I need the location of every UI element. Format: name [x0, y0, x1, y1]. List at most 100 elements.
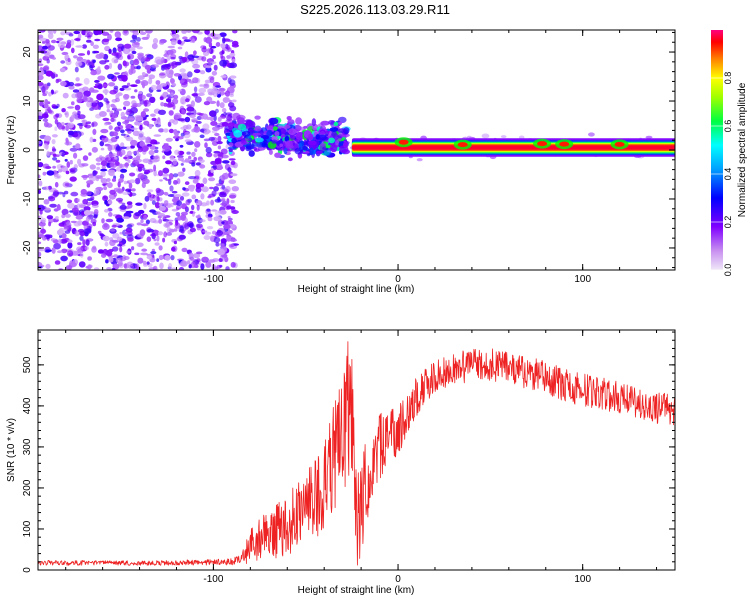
spectrogram-cell	[66, 139, 70, 146]
spectrogram-cell	[64, 111, 69, 118]
spectrogram-cell	[99, 233, 104, 237]
spectrogram-cell	[45, 38, 50, 44]
spectrogram-cell	[154, 149, 159, 153]
spectrogram-cell	[104, 241, 109, 247]
spectrogram-cell	[193, 86, 198, 93]
spectrogram-cell	[58, 38, 62, 42]
spectrogram-cell	[188, 252, 194, 259]
spectrogram-cell	[343, 141, 348, 148]
spectrogram-cell	[183, 131, 191, 139]
spectrogram-cell	[97, 84, 103, 90]
spectrogram-cell	[164, 254, 171, 261]
spectrogram-cell	[163, 128, 169, 133]
x-tick-label: 0	[395, 574, 401, 585]
spectrogram-cell	[82, 155, 89, 161]
spectrogram-cell	[199, 219, 206, 223]
spectrogram-cell	[66, 199, 73, 204]
spectrogram-cell	[206, 226, 214, 230]
spectrogram-cell	[175, 205, 182, 210]
spectrogram-cell	[219, 264, 223, 268]
spectrogram-cell	[284, 124, 291, 129]
spectrogram-cell	[195, 186, 202, 193]
spectrogram-cell	[150, 113, 156, 117]
spectrogram-cell	[130, 145, 135, 149]
spectrogram-cell	[191, 55, 200, 59]
spectrogram-cell	[117, 63, 123, 71]
spectrogram-cell	[140, 219, 144, 224]
spectrogram-cell	[48, 221, 52, 227]
spectrogram-cell	[153, 164, 157, 172]
spectrogram-cell	[104, 64, 110, 70]
spectrogram-cell	[105, 259, 109, 264]
spectrogram-cell	[101, 83, 108, 87]
spectrogram-cell	[221, 243, 225, 249]
spectrogram-cell	[117, 181, 121, 188]
spectrogram-cell	[191, 118, 199, 123]
spectrogram-cell	[205, 146, 212, 154]
spectrogram-cell	[148, 123, 153, 130]
spectrogram-cell	[151, 43, 158, 50]
spectrogram-cell	[216, 230, 224, 236]
spectrogram-cell	[210, 235, 215, 242]
spectrogram-cell	[57, 207, 61, 210]
spectrogram-cell	[102, 223, 110, 231]
spectrogram-cell	[120, 111, 126, 118]
spectrogram-cell	[83, 95, 88, 103]
spectrogram-cell	[90, 70, 98, 76]
spectrogram-cell	[128, 182, 133, 189]
carrier-band	[351, 145, 675, 150]
spectrogram-cell	[75, 143, 81, 149]
spectrogram-cell	[108, 212, 113, 217]
spectrogram-cell	[115, 37, 123, 42]
spectrogram-cell	[588, 132, 595, 137]
spectrogram-cell	[230, 160, 236, 166]
spectrogram-cell	[69, 147, 78, 152]
spectrogram-cell	[77, 114, 86, 120]
spectrogram-cell	[231, 186, 239, 192]
spectrogram-x-ticks: -100 0 100	[65, 30, 658, 285]
spectrogram-cell	[119, 173, 125, 180]
spectrogram-cell	[203, 235, 211, 240]
spectrogram-cell	[120, 150, 126, 156]
spectrogram-cell	[144, 64, 151, 70]
spectrogram-cell	[164, 223, 170, 227]
spectrogram-cell	[56, 78, 62, 83]
spectrogram-cell	[171, 267, 177, 270]
spectrogram-cell	[129, 172, 136, 177]
spectrogram-cell	[266, 130, 273, 137]
spectrogram-cell	[303, 139, 307, 146]
spectrogram-cell	[115, 197, 124, 202]
spectrogram-cell	[67, 239, 73, 244]
spectrogram-cell	[211, 190, 217, 197]
spectrogram-cell	[189, 210, 194, 214]
spectrogram-cell	[214, 157, 222, 163]
spectrogram-cell	[106, 109, 111, 113]
spectrogram-cell	[228, 230, 233, 234]
spectrogram-cell	[137, 163, 145, 169]
spectrogram-cell	[191, 93, 199, 97]
spectrogram-cell	[43, 143, 48, 149]
spectrogram-cell	[130, 68, 136, 74]
spectrogram-cell	[185, 160, 193, 163]
colorbar-gradient	[711, 30, 723, 270]
spectrogram-cell	[79, 204, 86, 209]
spectrogram-cell	[49, 203, 57, 208]
spectrogram-cell	[51, 134, 58, 138]
spectrogram-cell	[165, 73, 173, 77]
spectrogram-cell	[38, 241, 42, 245]
spectrogram-cell	[174, 149, 180, 155]
spectrogram-cell	[53, 30, 57, 34]
spectrogram-cell	[42, 118, 49, 122]
spectrogram-cell	[184, 51, 189, 58]
spectrogram-cell	[148, 150, 155, 156]
spectrogram-cell	[46, 58, 50, 64]
spectrogram-cell	[194, 96, 202, 103]
spectrogram-cell	[241, 130, 251, 137]
spectrogram-cell	[152, 155, 159, 160]
snr-series-line	[38, 341, 675, 566]
spectrogram-cell	[213, 236, 221, 244]
spectrogram-cell	[221, 121, 229, 127]
spectrogram-cell	[59, 67, 66, 73]
spectrogram-cell	[46, 123, 53, 128]
